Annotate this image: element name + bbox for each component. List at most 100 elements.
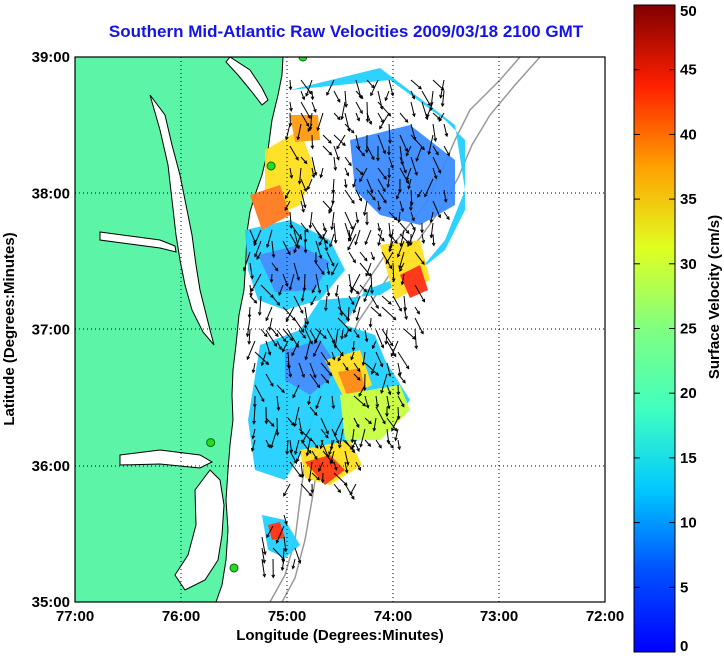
velocity-vector	[381, 295, 392, 305]
velocity-vector-head	[372, 427, 377, 432]
velocity-vector	[366, 145, 375, 160]
velocity-vector	[430, 222, 434, 238]
velocity-vector-head	[324, 434, 329, 439]
velocity-vector-head	[335, 440, 340, 445]
velocity-vector	[281, 558, 285, 571]
colorbar-tick-label: 45	[680, 62, 697, 79]
velocity-vector-head	[319, 174, 324, 179]
velocity-vector	[289, 233, 298, 247]
velocity-vector	[320, 428, 329, 439]
velocity-vector-head	[262, 551, 267, 556]
velocity-vector	[248, 328, 251, 344]
velocity-vector-head	[316, 127, 321, 132]
velocity-vector	[285, 306, 295, 322]
velocity-vector	[348, 295, 355, 305]
velocity-vector	[389, 240, 394, 252]
velocity-vector-head	[348, 237, 352, 242]
velocity-vector	[388, 79, 394, 96]
velocity-vector-head	[308, 90, 312, 95]
velocity-vector	[353, 395, 366, 407]
velocity-vector	[330, 450, 335, 464]
velocity-vector	[386, 439, 394, 449]
velocity-vector	[349, 483, 357, 495]
velocity-vector-head	[435, 151, 439, 156]
velocity-vector	[254, 351, 269, 365]
y-tick-label: 35:00	[32, 594, 70, 611]
velocity-vector	[388, 156, 394, 169]
velocity-vector-head	[265, 361, 270, 366]
velocity-vector-head	[250, 275, 254, 280]
velocity-vector	[300, 200, 305, 212]
velocity-vector-head	[318, 468, 322, 473]
velocity-vector-head	[421, 298, 426, 303]
velocity-vector	[333, 472, 348, 486]
velocity-vector-head	[446, 152, 450, 157]
velocity-vector	[344, 483, 355, 500]
velocity-vector	[344, 178, 347, 188]
velocity-vector	[294, 439, 300, 455]
velocity-vector	[243, 251, 251, 271]
velocity-vector	[399, 167, 409, 184]
velocity-vector-head	[359, 95, 364, 100]
velocity-vector	[293, 229, 300, 249]
velocity-vector	[432, 156, 441, 174]
velocity-vector-head	[387, 174, 392, 179]
velocity-vector	[297, 123, 302, 140]
velocity-vector	[276, 340, 282, 350]
velocity-vector-head	[336, 116, 341, 121]
velocity-vector	[348, 251, 356, 263]
velocity-vector-head	[356, 368, 361, 373]
velocity-vector	[331, 428, 340, 444]
velocity-vector	[432, 167, 437, 179]
velocity-vector-head	[411, 95, 416, 100]
velocity-vector	[309, 373, 320, 388]
velocity-vector-head	[363, 257, 368, 262]
velocity-vector	[380, 373, 388, 394]
velocity-vector-head	[370, 290, 374, 295]
velocity-vector	[384, 90, 390, 101]
velocity-vector	[351, 273, 361, 291]
velocity-vector-head	[352, 259, 356, 264]
velocity-vector	[385, 251, 394, 264]
velocity-vector-head	[275, 539, 280, 544]
velocity-vector-head	[412, 226, 416, 231]
velocity-vector	[282, 547, 285, 563]
velocity-vector-head	[426, 113, 430, 118]
velocity-vector	[355, 211, 359, 223]
velocity-vector	[320, 351, 331, 366]
velocity-vector-head	[337, 489, 342, 494]
velocity-vector	[410, 79, 422, 90]
velocity-vector	[317, 112, 324, 131]
velocity-vector-head	[352, 183, 356, 188]
velocity-vector-head	[252, 403, 257, 408]
velocity-vector-head	[274, 267, 279, 272]
velocity-vector	[403, 306, 408, 320]
velocity-vector-head	[367, 443, 372, 447]
velocity-vector	[341, 101, 346, 120]
velocity-vector	[322, 145, 332, 156]
velocity-vector-head	[284, 207, 289, 212]
velocity-vector	[356, 306, 361, 321]
velocity-vector-head	[387, 112, 392, 117]
velocity-vector	[300, 156, 308, 164]
velocity-vector	[377, 200, 381, 211]
velocity-vector-head	[333, 239, 338, 244]
velocity-vector-head	[296, 276, 300, 281]
velocity-vector-head	[302, 204, 307, 209]
velocity-vector	[313, 340, 322, 357]
velocity-vector-head	[393, 216, 398, 221]
velocity-vector-head	[404, 119, 409, 123]
velocity-vector	[377, 189, 387, 204]
velocity-vector	[250, 273, 262, 292]
velocity-vector-head	[356, 117, 361, 122]
velocity-vector	[331, 340, 344, 357]
velocity-vector-head	[362, 402, 367, 407]
velocity-vector-head	[281, 348, 286, 353]
velocity-vector	[443, 123, 448, 137]
velocity-vector	[249, 262, 253, 279]
velocity-vector-head	[260, 398, 265, 403]
velocity-vector	[362, 351, 366, 366]
velocity-vector	[289, 101, 292, 111]
velocity-vector	[370, 273, 373, 294]
